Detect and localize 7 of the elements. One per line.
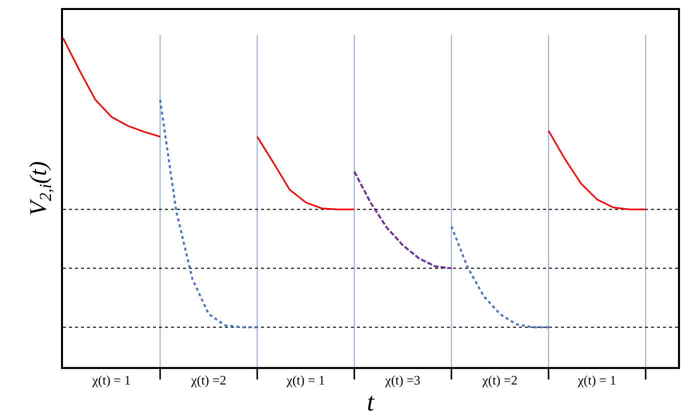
- x-axis-title: t: [366, 388, 375, 417]
- x-tick-label: χ(t) =2: [481, 372, 518, 388]
- x-tick-label: χ(t) = 1: [91, 372, 131, 388]
- x-tick-label: χ(t) = 1: [576, 372, 616, 388]
- x-tick-label: χ(t) =3: [384, 372, 420, 388]
- x-tick-label: χ(t) = 1: [286, 372, 325, 388]
- x-tick-label: χ(t) =2: [190, 372, 226, 388]
